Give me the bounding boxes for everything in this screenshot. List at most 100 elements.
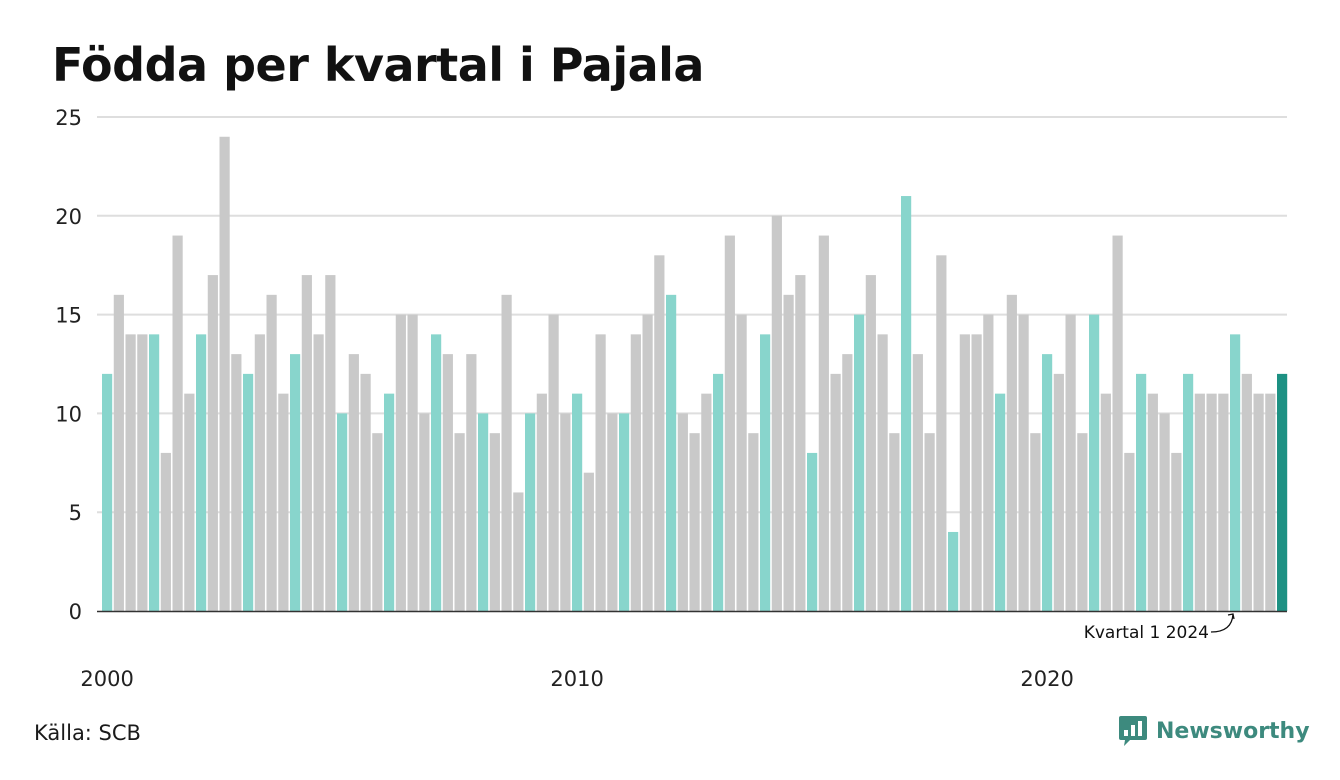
source-note: Källa: SCB xyxy=(34,721,141,745)
bar xyxy=(724,235,735,611)
bar xyxy=(1030,433,1041,611)
bar xyxy=(254,334,265,611)
bar xyxy=(795,275,806,611)
bar xyxy=(760,334,771,611)
bar xyxy=(337,413,348,611)
bar xyxy=(771,215,782,612)
brand-logo[interactable]: Newsworthy xyxy=(1118,714,1310,748)
bar xyxy=(207,275,218,611)
bar xyxy=(102,373,113,611)
bar xyxy=(1112,235,1123,611)
bar xyxy=(290,354,301,611)
bar xyxy=(560,413,571,611)
bar xyxy=(971,334,982,611)
y-axis-ticks: 0 5 10 15 20 25 xyxy=(55,106,82,624)
y-tick-label: 20 xyxy=(55,205,82,229)
bar xyxy=(948,531,959,611)
bar xyxy=(231,354,242,611)
bar xyxy=(912,354,923,611)
bar xyxy=(395,314,406,611)
bar xyxy=(489,433,500,611)
bar xyxy=(1042,354,1053,611)
bar xyxy=(1124,452,1135,611)
bar xyxy=(1206,393,1217,611)
annotation-label: Kvartal 1 2024 xyxy=(1084,623,1209,643)
bar xyxy=(783,294,794,611)
bar xyxy=(325,275,336,611)
bar xyxy=(1265,393,1276,611)
bar xyxy=(583,472,594,611)
y-tick-label: 0 xyxy=(69,600,82,624)
bar xyxy=(137,334,148,611)
x-tick-label: 2020 xyxy=(1020,667,1073,691)
bar xyxy=(572,393,583,611)
bar xyxy=(466,354,477,611)
bar xyxy=(854,314,865,611)
bar xyxy=(1006,294,1017,611)
bar xyxy=(936,255,947,611)
bar xyxy=(959,334,970,611)
bar xyxy=(677,413,688,611)
bar xyxy=(372,433,383,611)
bar xyxy=(1194,393,1205,611)
bar xyxy=(889,433,900,611)
bar xyxy=(642,314,653,611)
bar xyxy=(630,334,641,611)
bar xyxy=(607,413,618,611)
bar xyxy=(654,255,665,611)
bars xyxy=(102,136,1288,612)
bar xyxy=(865,275,876,611)
bar xyxy=(454,433,465,611)
bar-chart: 0 5 10 15 20 25 2000 2010 2020 Kvartal 1 2024 xyxy=(55,106,1288,691)
bar xyxy=(689,433,700,611)
curved-arrow-icon xyxy=(1210,613,1235,633)
bar xyxy=(1183,373,1194,611)
bar xyxy=(830,373,841,611)
y-tick-label: 25 xyxy=(55,106,82,130)
bar xyxy=(301,275,312,611)
y-tick-label: 10 xyxy=(55,402,82,426)
bar xyxy=(807,452,818,611)
bar xyxy=(113,294,124,611)
bar xyxy=(1065,314,1076,611)
x-tick-label: 2010 xyxy=(550,667,603,691)
y-tick-label: 15 xyxy=(55,304,82,328)
bar xyxy=(1277,373,1288,611)
annotation: Kvartal 1 2024 xyxy=(1084,613,1235,643)
bar xyxy=(736,314,747,611)
bar xyxy=(407,314,418,611)
bar xyxy=(1230,334,1241,611)
bar xyxy=(196,334,207,611)
bar xyxy=(666,294,677,611)
bar xyxy=(125,334,136,611)
bar xyxy=(1077,433,1088,611)
bar xyxy=(1100,393,1111,611)
bar xyxy=(924,433,935,611)
bar xyxy=(478,413,489,611)
bar xyxy=(149,334,160,611)
bar xyxy=(1171,452,1182,611)
bar xyxy=(901,196,912,612)
bar xyxy=(348,354,359,611)
bar xyxy=(713,373,724,611)
bar xyxy=(1147,393,1158,611)
bar xyxy=(419,413,430,611)
page-title: Födda per kvartal i Pajala xyxy=(52,38,704,92)
bar xyxy=(619,413,630,611)
brand-name: Newsworthy xyxy=(1156,718,1310,744)
bar xyxy=(313,334,324,611)
bar xyxy=(842,354,853,611)
bar xyxy=(243,373,254,611)
bar xyxy=(1218,393,1229,611)
y-tick-label: 5 xyxy=(69,501,82,525)
bar xyxy=(536,393,547,611)
bar xyxy=(513,492,524,611)
bar xyxy=(877,334,888,611)
bar xyxy=(278,393,289,611)
bar xyxy=(172,235,183,611)
bar xyxy=(548,314,559,611)
bar xyxy=(748,433,759,611)
bar xyxy=(384,393,395,611)
bar xyxy=(160,452,171,611)
x-axis-ticks: 2000 2010 2020 xyxy=(80,667,1073,691)
